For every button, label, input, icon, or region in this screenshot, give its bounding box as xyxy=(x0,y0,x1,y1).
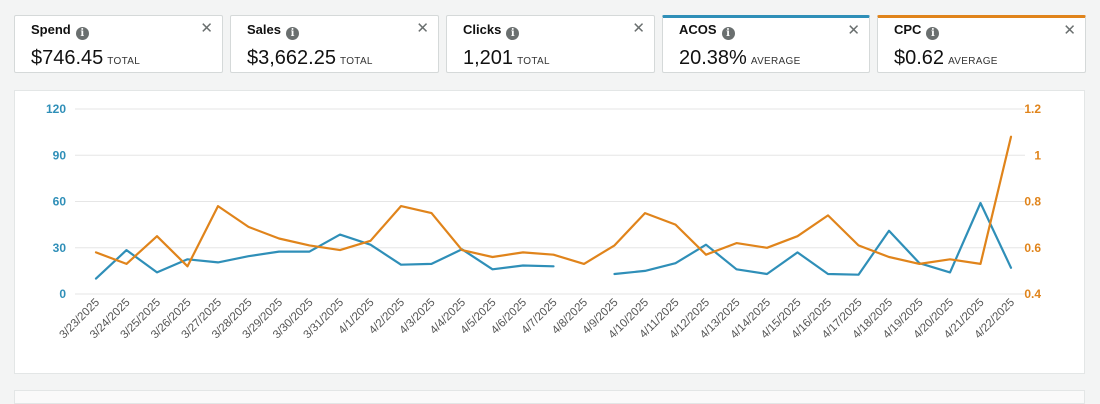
y-left-tick-label: 60 xyxy=(53,195,67,209)
bottom-panel xyxy=(14,390,1085,404)
y-right-tick-label: 0.6 xyxy=(1024,241,1041,255)
metric-cards: Spend i ✕ $746.45 TOTAL Sales i ✕ $3,662.25… xyxy=(0,0,1100,80)
info-icon[interactable]: i xyxy=(75,27,89,40)
metric-card-sales[interactable]: Sales i ✕ $3,662.25 TOTAL xyxy=(230,15,439,73)
y-right-tick-label: 1.2 xyxy=(1024,102,1041,116)
metric-value: $3,662.25 TOTAL xyxy=(247,47,373,69)
info-icon[interactable]: i xyxy=(506,27,520,40)
series-line-cpc xyxy=(94,135,1013,268)
info-icon[interactable]: i xyxy=(926,27,940,40)
series-line-acos xyxy=(613,201,1013,276)
close-icon[interactable]: ✕ xyxy=(847,22,860,39)
close-icon[interactable]: ✕ xyxy=(1063,22,1076,39)
metric-label: Clicks i xyxy=(463,22,520,40)
y-left-tick-label: 0 xyxy=(59,287,66,301)
metric-value: $746.45 TOTAL xyxy=(31,47,141,69)
metric-label: Spend i xyxy=(31,22,89,40)
y-right-tick-label: 0.4 xyxy=(1024,287,1041,301)
chart-panel: 0 0.4 30 0.6 60 0.8 90 1 120 1.2 3/23/2025 3/24/202… xyxy=(14,90,1085,374)
y-left-tick-label: 120 xyxy=(46,102,66,116)
y-left-tick-label: 90 xyxy=(53,148,67,162)
metric-card-clicks[interactable]: Clicks i ✕ 1,201 TOTAL xyxy=(446,15,655,73)
close-icon[interactable]: ✕ xyxy=(200,20,213,37)
metric-value: $0.62 AVERAGE xyxy=(894,47,998,69)
y-right-tick-label: 1 xyxy=(1034,148,1041,162)
metric-card-cpc[interactable]: CPC i ✕ $0.62 AVERAGE xyxy=(877,15,1086,73)
info-icon[interactable]: i xyxy=(285,27,299,40)
y-right-tick-label: 0.8 xyxy=(1024,195,1041,209)
metric-unit: TOTAL xyxy=(107,56,141,67)
metric-unit: AVERAGE xyxy=(948,56,998,67)
close-icon[interactable]: ✕ xyxy=(632,20,645,37)
metric-label: ACOS i xyxy=(679,22,735,40)
info-icon[interactable]: i xyxy=(721,27,735,40)
series-line-acos xyxy=(94,233,555,280)
metric-value: 1,201 TOTAL xyxy=(463,47,550,69)
y-left-tick-label: 30 xyxy=(53,241,67,255)
metric-card-spend[interactable]: Spend i ✕ $746.45 TOTAL xyxy=(14,15,223,73)
metric-label: CPC i xyxy=(894,22,940,40)
metric-unit: TOTAL xyxy=(517,56,550,67)
metric-unit: TOTAL xyxy=(339,56,373,67)
metric-card-acos[interactable]: ACOS i ✕ 20.38% AVERAGE xyxy=(662,15,870,73)
metric-value: 20.38% AVERAGE xyxy=(679,47,801,69)
metric-label: Sales i xyxy=(247,22,299,40)
close-icon[interactable]: ✕ xyxy=(416,20,429,37)
metric-unit: AVERAGE xyxy=(750,56,801,67)
